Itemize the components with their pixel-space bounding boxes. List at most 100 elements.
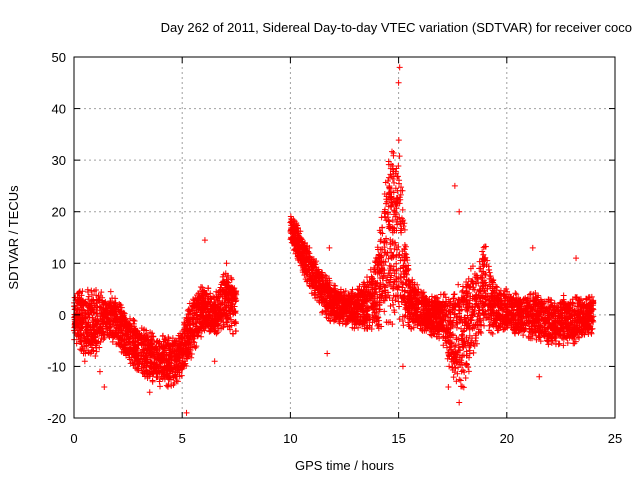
data-point: [161, 336, 168, 343]
data-point: [85, 296, 92, 303]
data-point: [131, 318, 138, 325]
data-point: [78, 337, 85, 344]
data-point: [156, 378, 163, 385]
data-point: [86, 311, 93, 318]
data-point: [94, 296, 101, 303]
data-point: [446, 363, 453, 370]
data-point: [188, 351, 195, 358]
data-point: [100, 305, 107, 312]
data-point: [93, 286, 100, 293]
data-point: [118, 304, 125, 311]
data-point: [201, 287, 208, 294]
data-point: [394, 221, 401, 228]
data-point: [132, 365, 139, 372]
data-point: [92, 353, 99, 360]
data-point: [457, 383, 464, 390]
data-point: [144, 374, 151, 381]
data-point: [99, 317, 106, 324]
data-point: [202, 324, 209, 331]
data-point: [226, 308, 233, 315]
data-point: [141, 370, 148, 377]
data-point: [545, 341, 552, 348]
data-point: [165, 334, 172, 341]
data-point: [186, 350, 193, 357]
data-point: [185, 306, 192, 313]
data-point: [97, 304, 104, 311]
data-point: [73, 340, 80, 347]
data-point: [207, 312, 214, 319]
data-point: [205, 285, 212, 292]
data-point: [378, 214, 385, 221]
data-point: [453, 324, 460, 331]
data-point: [74, 330, 81, 337]
data-point: [228, 276, 235, 283]
data-point: [231, 303, 238, 310]
data-point: [165, 337, 172, 344]
data-point: [146, 371, 153, 378]
data-point: [390, 149, 397, 156]
data-point: [191, 332, 198, 339]
data-point: [120, 349, 127, 356]
data-point: [199, 288, 206, 295]
data-point: [107, 299, 114, 306]
data-point: [98, 289, 105, 296]
data-point: [113, 324, 120, 331]
data-point: [147, 329, 154, 336]
data-point: [215, 325, 222, 332]
data-point: [81, 337, 88, 344]
data-point: [385, 174, 392, 181]
data-point: [171, 380, 178, 387]
data-point: [103, 314, 110, 321]
data-point: [134, 366, 141, 373]
data-point: [400, 322, 407, 329]
data-point: [75, 290, 82, 297]
data-point: [85, 293, 92, 300]
data-point: [92, 322, 99, 329]
data-point: [451, 291, 458, 298]
data-point: [192, 294, 199, 301]
data-point: [102, 320, 109, 327]
data-point: [223, 302, 230, 309]
data-point: [465, 368, 472, 375]
data-point: [479, 248, 486, 255]
data-point: [213, 330, 220, 337]
data-point: [169, 335, 176, 342]
data-point: [88, 287, 95, 294]
data-point: [76, 289, 83, 296]
data-point: [188, 354, 195, 361]
data-point: [219, 300, 226, 307]
data-point: [195, 290, 202, 297]
data-point: [197, 284, 204, 291]
data-point: [396, 153, 403, 160]
data-point: [79, 288, 86, 295]
data-point: [481, 243, 488, 250]
data-point: [155, 352, 162, 359]
data-points: [71, 64, 597, 416]
data-point: [186, 311, 193, 318]
data-point: [218, 281, 225, 288]
data-point: [377, 238, 384, 245]
data-point: [395, 137, 402, 144]
data-point: [185, 353, 192, 360]
data-point: [401, 226, 408, 233]
data-point: [129, 347, 136, 354]
data-point: [157, 383, 164, 390]
data-point: [104, 329, 111, 336]
data-point: [191, 343, 198, 350]
data-point: [184, 307, 191, 314]
data-point: [232, 328, 239, 335]
data-point: [83, 313, 90, 320]
data-point: [157, 343, 164, 350]
data-point: [164, 383, 171, 390]
data-point: [450, 374, 457, 381]
data-point: [216, 297, 223, 304]
data-point: [214, 329, 221, 336]
data-point: [149, 378, 156, 385]
data-point: [96, 344, 103, 351]
data-point: [130, 316, 137, 323]
data-point: [391, 179, 398, 186]
data-point: [224, 272, 231, 279]
data-point: [88, 291, 95, 298]
data-point: [217, 300, 224, 307]
